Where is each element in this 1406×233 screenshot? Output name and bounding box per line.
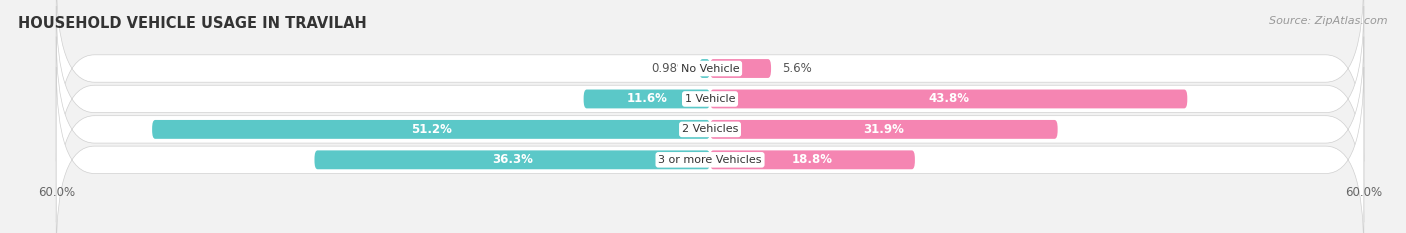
- Text: 31.9%: 31.9%: [863, 123, 904, 136]
- Text: 36.3%: 36.3%: [492, 153, 533, 166]
- Text: Source: ZipAtlas.com: Source: ZipAtlas.com: [1270, 16, 1388, 26]
- FancyBboxPatch shape: [315, 150, 710, 169]
- Text: 2 Vehicles: 2 Vehicles: [682, 124, 738, 134]
- Text: No Vehicle: No Vehicle: [681, 64, 740, 74]
- FancyBboxPatch shape: [152, 120, 710, 139]
- FancyBboxPatch shape: [56, 37, 1364, 222]
- Text: 0.98%: 0.98%: [651, 62, 689, 75]
- Text: 51.2%: 51.2%: [411, 123, 451, 136]
- Text: 5.6%: 5.6%: [782, 62, 811, 75]
- Text: HOUSEHOLD VEHICLE USAGE IN TRAVILAH: HOUSEHOLD VEHICLE USAGE IN TRAVILAH: [18, 16, 367, 31]
- FancyBboxPatch shape: [56, 6, 1364, 192]
- Text: 3 or more Vehicles: 3 or more Vehicles: [658, 155, 762, 165]
- FancyBboxPatch shape: [710, 59, 770, 78]
- FancyBboxPatch shape: [56, 67, 1364, 233]
- FancyBboxPatch shape: [710, 120, 1057, 139]
- Text: 11.6%: 11.6%: [627, 93, 668, 106]
- FancyBboxPatch shape: [710, 150, 915, 169]
- FancyBboxPatch shape: [699, 59, 710, 78]
- FancyBboxPatch shape: [56, 0, 1364, 161]
- FancyBboxPatch shape: [710, 89, 1187, 108]
- FancyBboxPatch shape: [583, 89, 710, 108]
- Text: 18.8%: 18.8%: [792, 153, 832, 166]
- Text: 43.8%: 43.8%: [928, 93, 969, 106]
- Text: 1 Vehicle: 1 Vehicle: [685, 94, 735, 104]
